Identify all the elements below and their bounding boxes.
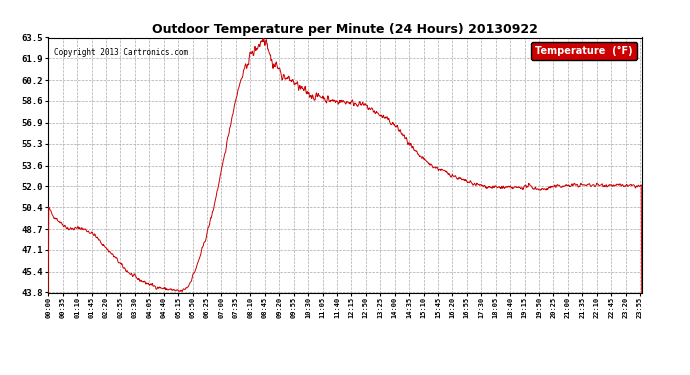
Text: Copyright 2013 Cartronics.com: Copyright 2013 Cartronics.com (55, 48, 188, 57)
Legend: Temperature  (°F): Temperature (°F) (531, 42, 637, 60)
Title: Outdoor Temperature per Minute (24 Hours) 20130922: Outdoor Temperature per Minute (24 Hours… (152, 23, 538, 36)
